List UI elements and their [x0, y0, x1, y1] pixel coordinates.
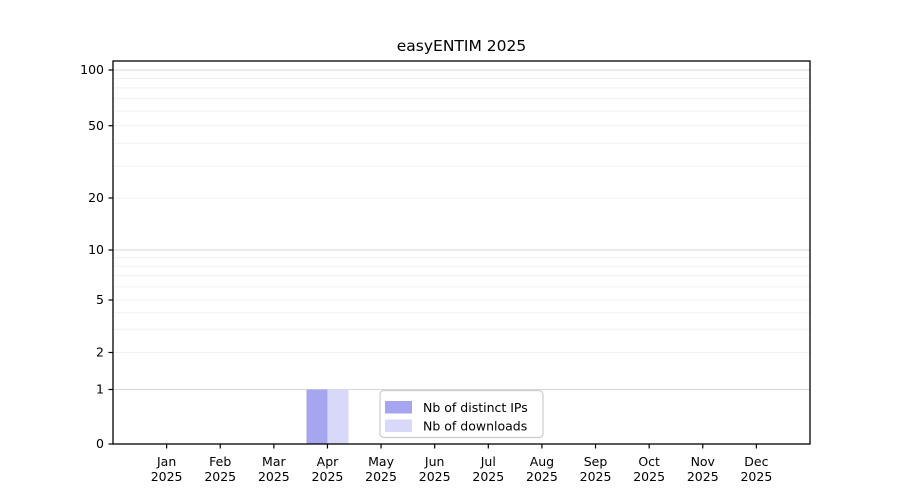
x-tick-label-year: 2025 [419, 469, 451, 484]
legend-box [379, 389, 544, 439]
plot-border [112, 60, 811, 445]
bar-nb-of-downloads [327, 389, 349, 444]
y-tick-label: 100 [80, 62, 104, 77]
x-tick-label-month: May [368, 454, 394, 469]
x-tick-label-month: Dec [744, 454, 768, 469]
x-tick-label-month: Oct [638, 454, 660, 469]
x-tick-label-month: Jun [424, 454, 445, 469]
x-tick-label-month: Jan [156, 454, 176, 469]
y-tick-label: 1 [96, 382, 104, 397]
x-tick-label-year: 2025 [365, 469, 397, 484]
x-tick-label-year: 2025 [687, 469, 719, 484]
x-tick-label-year: 2025 [151, 469, 183, 484]
y-tick-label: 50 [88, 118, 104, 133]
y-tick-label: 2 [96, 345, 104, 360]
bar-nb-of-distinct-ips [306, 389, 328, 444]
y-tick-label: 10 [88, 242, 104, 257]
x-tick-label-month: Sep [584, 454, 608, 469]
x-tick-label-year: 2025 [312, 469, 344, 484]
legend-swatch-nb-of-downloads [385, 419, 412, 432]
y-tick-label: 5 [96, 292, 104, 307]
y-tick-label: 0 [96, 436, 104, 451]
x-tick-label-month: Jul [480, 454, 496, 469]
x-tick-label-month: Mar [262, 454, 286, 469]
y-tick-label: 20 [88, 190, 104, 205]
x-tick-label-year: 2025 [580, 469, 612, 484]
legend-label-nb-of-distinct-ips: Nb of distinct IPs [423, 400, 528, 415]
x-tick-label-year: 2025 [472, 469, 504, 484]
x-tick-label-month: Aug [530, 454, 554, 469]
x-tick-label-month: Apr [317, 454, 339, 469]
legend-swatch-nb-of-distinct-ips [385, 401, 412, 414]
x-tick-label-year: 2025 [526, 469, 558, 484]
x-tick-label-year: 2025 [633, 469, 665, 484]
chart-title: easyENTIM 2025 [397, 37, 526, 55]
x-tick-label-year: 2025 [204, 469, 236, 484]
x-tick-label-month: Nov [691, 454, 716, 469]
x-tick-label-month: Feb [209, 454, 231, 469]
x-tick-label-year: 2025 [258, 469, 290, 484]
x-tick-label-year: 2025 [740, 469, 772, 484]
legend-label-nb-of-downloads: Nb of downloads [423, 419, 527, 434]
